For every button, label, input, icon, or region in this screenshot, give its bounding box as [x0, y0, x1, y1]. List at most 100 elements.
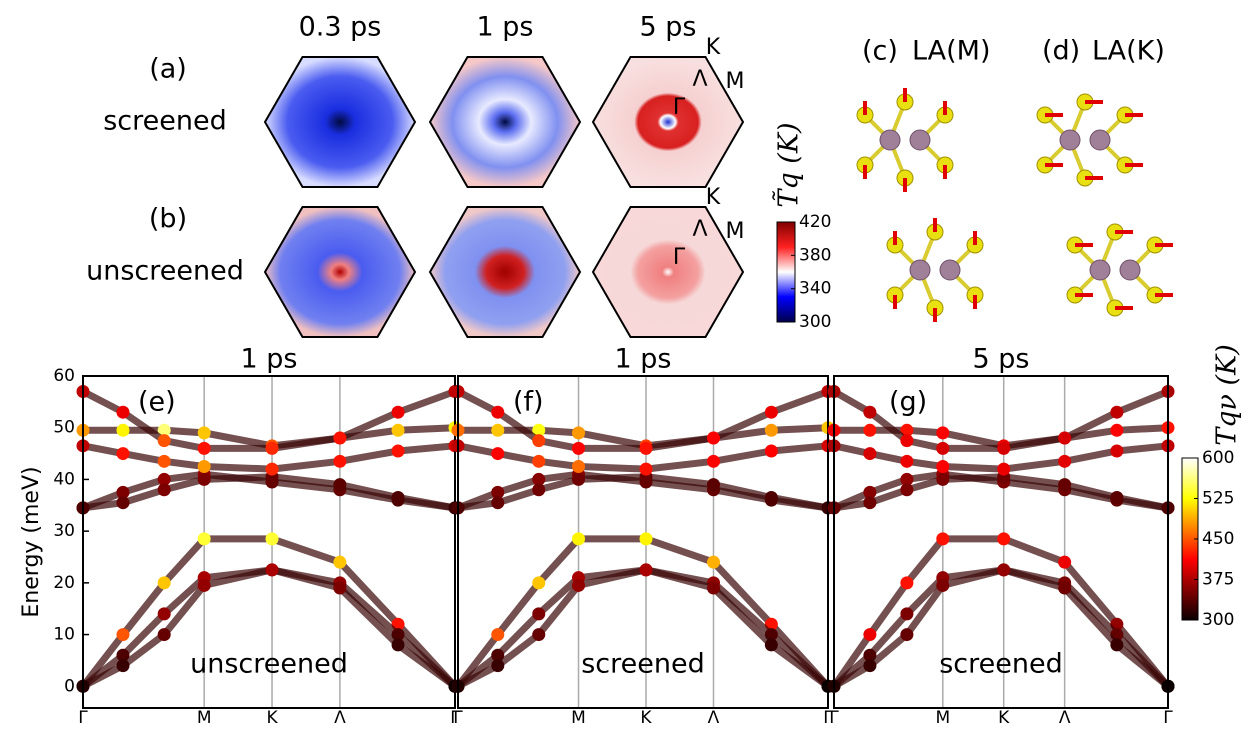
hs-point-label: Λ [692, 217, 707, 242]
time-label: 1 ps [477, 12, 534, 43]
band-point [997, 532, 1010, 545]
hs-point-label: K [706, 185, 721, 210]
band-point [1058, 432, 1071, 445]
row-name: screened [103, 106, 227, 137]
time-label: 0.3 ps [299, 12, 382, 43]
band-point [707, 556, 720, 569]
x-tick-label: Γ [1163, 708, 1173, 725]
band-point [707, 432, 720, 445]
band-point [640, 442, 653, 455]
band-point [997, 442, 1010, 455]
mode-label: (d) [1042, 36, 1080, 67]
x-tick-label: M [935, 708, 950, 725]
band-point [532, 483, 545, 496]
band-point [936, 532, 949, 545]
band-point [158, 455, 171, 468]
band-point [936, 473, 949, 486]
bz-map [265, 57, 415, 187]
y-tick-label: 40 [53, 469, 75, 489]
band-point [333, 556, 346, 569]
atom-mo [940, 260, 960, 280]
band-point [1110, 406, 1123, 419]
band-point [765, 638, 778, 651]
band-point [765, 444, 778, 457]
colorbar-title: T̃q (K) [772, 122, 805, 207]
band-point [900, 628, 913, 641]
band-point [392, 444, 405, 457]
y-tick-label: 50 [53, 418, 75, 438]
band-point [491, 447, 504, 460]
band-line [834, 392, 1168, 449]
band-point [640, 563, 653, 576]
colorbar [777, 222, 795, 322]
band-point [532, 576, 545, 589]
band-point [158, 434, 171, 447]
band-point [158, 483, 171, 496]
band-point [266, 563, 279, 576]
band-point [572, 579, 585, 592]
x-tick-label: K [640, 708, 652, 725]
x-tick-label: Γ [453, 708, 463, 725]
bz-maps: 0.3 ps1 ps5 ps(a)screenedKΛMΓ(b)unscreen… [86, 12, 831, 338]
hs-point-label: Γ [673, 95, 686, 120]
band-point [900, 483, 913, 496]
band-point [333, 582, 346, 595]
band-point [1110, 638, 1123, 651]
chart-title: 5 ps [973, 344, 1030, 375]
band-point [116, 447, 129, 460]
panel-label: (f) [513, 387, 544, 418]
atom-mo [910, 130, 930, 150]
x-tick-label: M [197, 708, 212, 725]
colorbar-title: Tqν (K) [1212, 344, 1243, 446]
hs-point-label: M [726, 219, 745, 244]
band-point [765, 424, 778, 437]
x-tick-label: K [998, 708, 1010, 725]
page: 0.3 ps1 ps5 ps(a)screenedKΛMΓ(b)unscreen… [0, 0, 1253, 729]
band-point [333, 432, 346, 445]
row-label: (b) [149, 204, 187, 235]
band-point [532, 628, 545, 641]
band-point [900, 607, 913, 620]
band-point [333, 478, 346, 491]
x-tick-label: Λ [334, 708, 346, 725]
atom-mo [880, 130, 900, 150]
band-point [116, 406, 129, 419]
band-point [863, 659, 876, 672]
atom-mo [1090, 130, 1110, 150]
band-point [707, 455, 720, 468]
figure: 0.3 ps1 ps5 ps(a)screenedKΛMΓ(b)unscreen… [0, 0, 1253, 725]
band-point [266, 532, 279, 545]
band-point [1110, 424, 1123, 437]
atom-mo [1090, 260, 1110, 280]
bz-map [593, 57, 743, 187]
colorbar-tick-label: 525 [1202, 489, 1234, 509]
panel-label: (g) [889, 387, 927, 418]
band-point [532, 434, 545, 447]
colorbar-tick-label: 300 [1202, 610, 1234, 630]
band-point [863, 406, 876, 419]
chart-title: 1 ps [241, 344, 298, 375]
band-point [640, 532, 653, 545]
time-label: 5 ps [640, 12, 697, 43]
band-point [640, 463, 653, 476]
row-name: unscreened [86, 256, 244, 287]
band-point [116, 628, 129, 641]
band-point [491, 659, 504, 672]
x-tick-label: K [266, 708, 278, 725]
colorbar-tick-label: 380 [799, 245, 831, 265]
band-point [116, 424, 129, 437]
y-tick-label: 20 [53, 573, 75, 593]
band-point [707, 478, 720, 491]
band-point [572, 460, 585, 473]
band-point [765, 491, 778, 504]
band-point [936, 460, 949, 473]
band-point [491, 496, 504, 509]
mode-structures: (c)LA(M)(d)LA(K) [857, 36, 1173, 323]
mode-name: LA(K) [1092, 36, 1165, 67]
band-point [333, 455, 346, 468]
band-point [863, 447, 876, 460]
band-point [491, 406, 504, 419]
band-point [572, 442, 585, 455]
band-point [936, 442, 949, 455]
bz-map [430, 207, 580, 337]
